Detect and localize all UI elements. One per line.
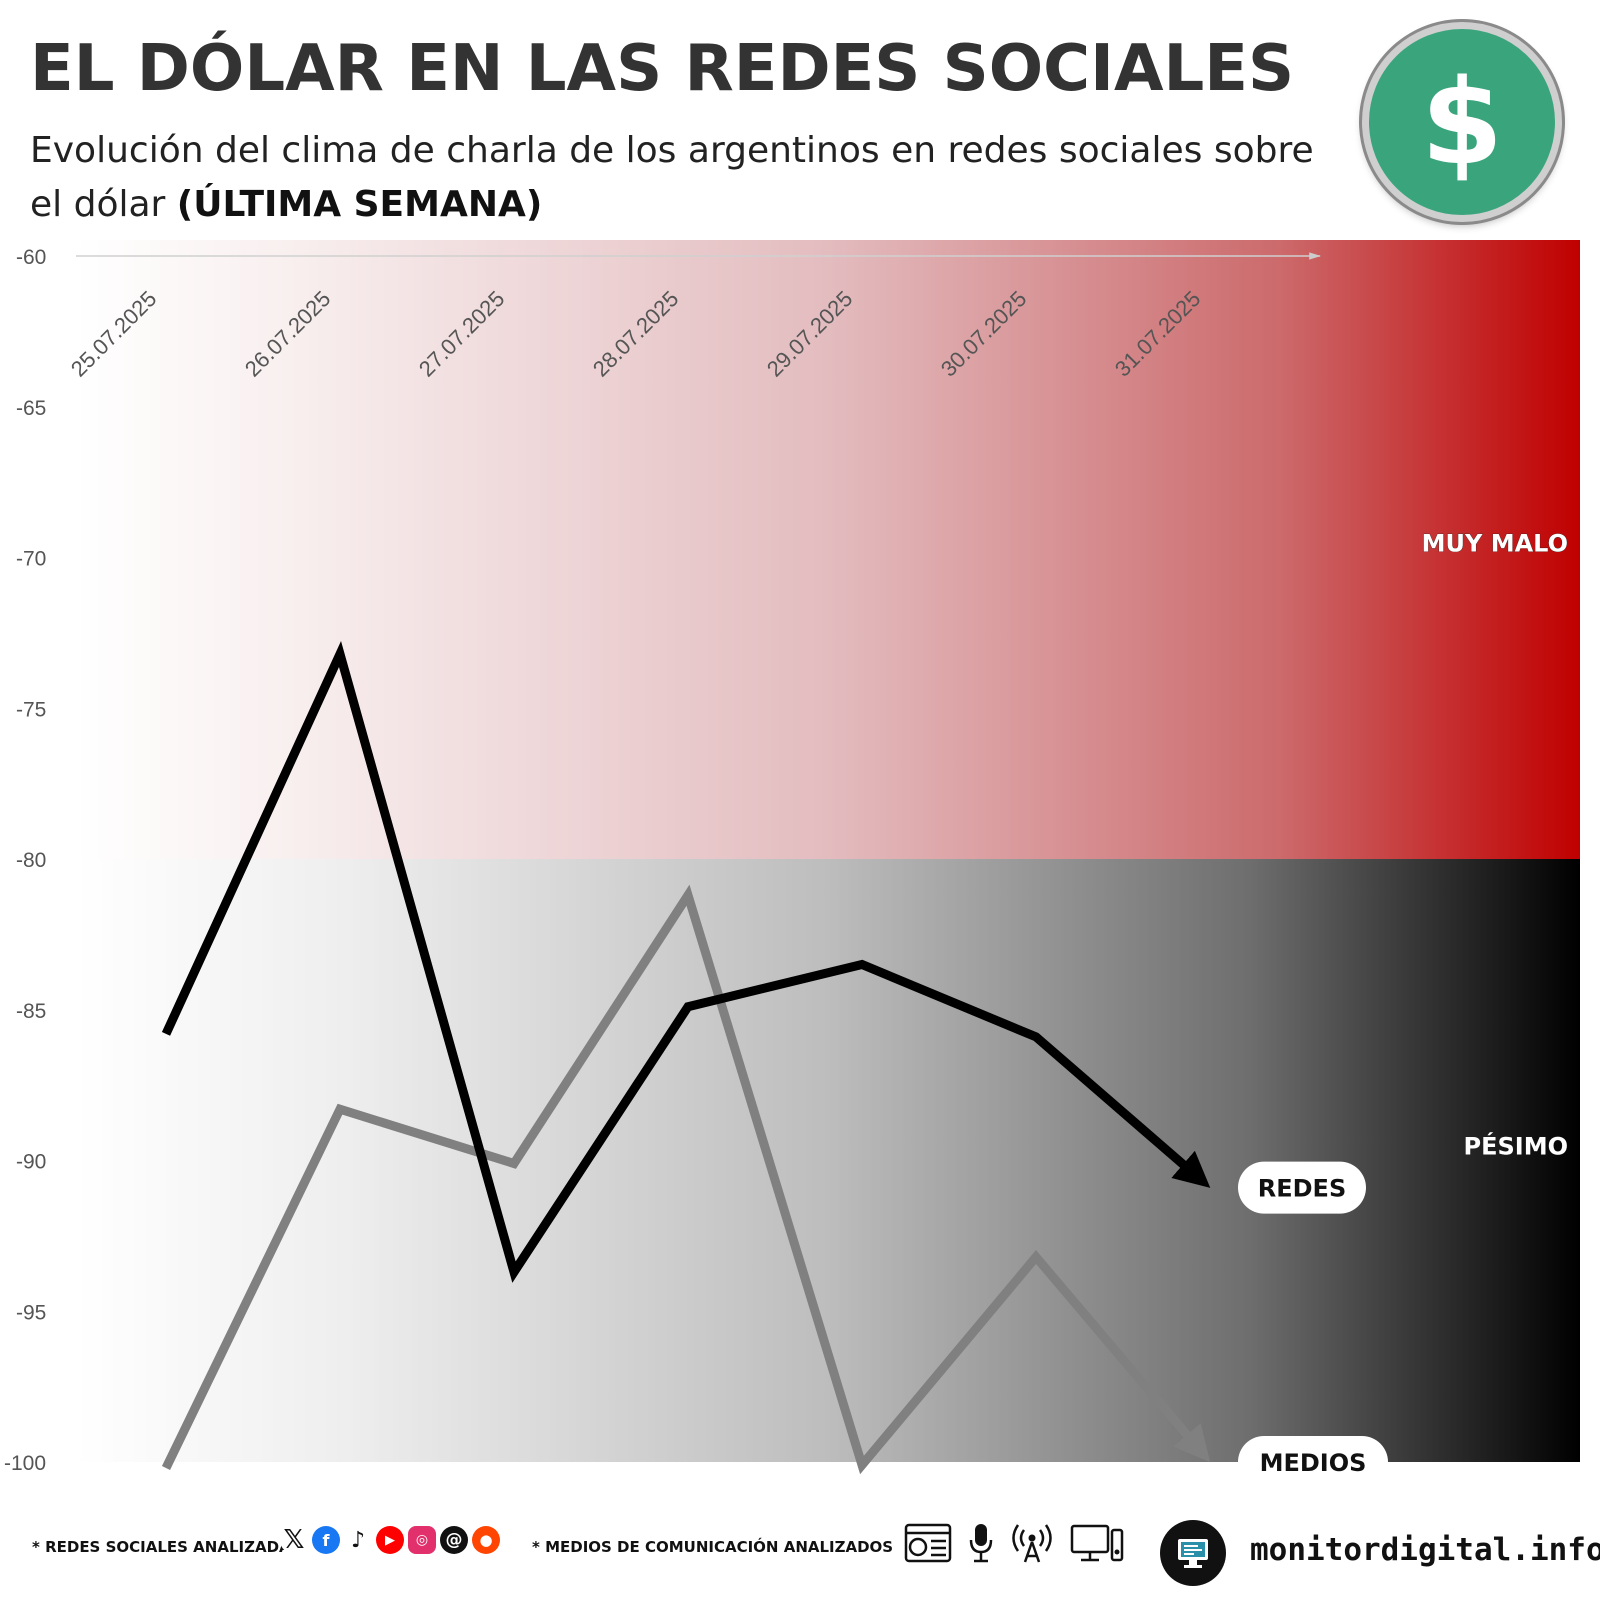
- y-tick-label: -85: [16, 1000, 46, 1023]
- series-labels: MEDIOS REDES: [1238, 1161, 1388, 1488]
- broadcast-antenna-icon: [1012, 1524, 1052, 1563]
- y-tick-label: -95: [16, 1301, 46, 1324]
- x-icon: 𝕏: [280, 1525, 308, 1555]
- subtitle-text: Evolución del clima de charla de los arg…: [30, 130, 1314, 225]
- y-axis: -60 -65 -70 -75 -80 -85 -90 -95 -100: [4, 246, 46, 1475]
- dollar-coin-icon: $: [1362, 22, 1562, 222]
- tiktok-icon: ♪: [344, 1526, 372, 1554]
- band-pesimo: [76, 859, 1580, 1462]
- y-tick-label: -65: [16, 397, 46, 420]
- y-tick-label: -75: [16, 698, 46, 721]
- instagram-icon: ◎: [408, 1526, 436, 1554]
- chart-title: EL DÓLAR EN LAS REDES SOCIALES: [30, 32, 1295, 106]
- y-tick-label: -60: [16, 246, 46, 269]
- microphone-icon: [969, 1524, 993, 1563]
- subtitle-emphasis: (ÚLTIMA SEMANA): [176, 184, 543, 225]
- footer: * REDES SOCIALES ANALIZADAS 𝕏 f ♪ ▶ ◎ @ …: [0, 1500, 1600, 1600]
- series-label-medios: MEDIOS: [1260, 1449, 1367, 1477]
- monitor-logo-icon: [1160, 1520, 1226, 1586]
- facebook-icon: f: [312, 1526, 340, 1554]
- media-icons: [904, 1522, 1124, 1564]
- y-tick-label: -100: [4, 1452, 46, 1475]
- youtube-icon: ▶: [376, 1526, 404, 1554]
- social-networks-label: * REDES SOCIALES ANALIZADAS: [32, 1538, 302, 1556]
- social-icons: 𝕏 f ♪ ▶ ◎ @ ●: [280, 1525, 500, 1555]
- series-layer: [161, 640, 1211, 1475]
- y-tick-label: -80: [16, 849, 46, 872]
- band-labels: MUY MALO PÉSIMO: [1421, 529, 1568, 1161]
- bands-layer: [76, 240, 1580, 1462]
- media-outlets-label: * MEDIOS DE COMUNICACIÓN ANALIZADOS: [532, 1538, 894, 1556]
- line-chart: -60-65-70-75-80-85-90-95-100 25.07.2025 2…: [4, 240, 1580, 1488]
- web-news-icon: [904, 1523, 952, 1563]
- dollar-symbol: $: [1420, 53, 1504, 191]
- series-label-pill: [1238, 1161, 1366, 1214]
- brand-name: monitordigital.info: [1250, 1532, 1600, 1568]
- band-label: PÉSIMO: [1464, 1131, 1568, 1160]
- y-tick-label: -70: [16, 548, 46, 571]
- reddit-icon: ●: [472, 1526, 500, 1554]
- series-label-redes: REDES: [1258, 1175, 1346, 1203]
- y-tick-label: -90: [16, 1151, 46, 1174]
- series-label-pill: [1238, 1436, 1388, 1488]
- tv-monitor-icon: [1070, 1524, 1124, 1562]
- chart-subtitle: Evolución del clima de charla de los arg…: [30, 124, 1330, 232]
- band-label: MUY MALO: [1422, 529, 1568, 557]
- band-muy-malo: [76, 240, 1580, 859]
- threads-icon: @: [440, 1526, 468, 1554]
